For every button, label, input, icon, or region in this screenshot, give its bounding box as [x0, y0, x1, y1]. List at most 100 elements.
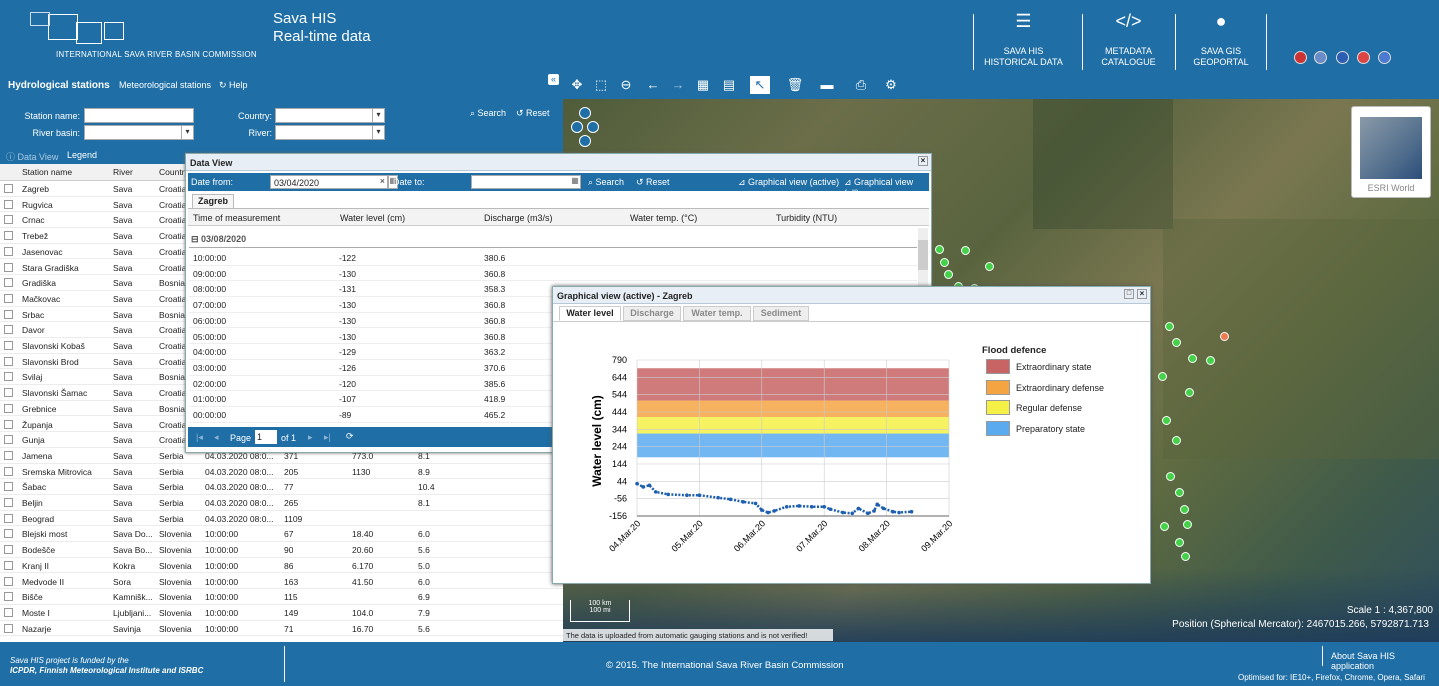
tab-water-temp[interactable]: Water temp.: [683, 306, 751, 321]
isrbc-logo[interactable]: INTERNATIONAL SAVA RIVER BASIN COMMISSIO…: [8, 8, 257, 64]
station-marker[interactable]: [985, 262, 994, 271]
data-row[interactable]: 09:00:00 -130 360.8: [189, 266, 917, 282]
flag-en-icon[interactable]: [1294, 51, 1307, 64]
row-checkbox[interactable]: [4, 278, 13, 288]
row-checkbox[interactable]: [4, 576, 13, 586]
column-header[interactable]: Station name: [22, 167, 73, 177]
station-marker[interactable]: [1172, 338, 1181, 347]
row-checkbox[interactable]: [4, 403, 13, 413]
help-link[interactable]: ↻ Help: [219, 80, 248, 90]
row-checkbox[interactable]: [4, 498, 13, 507]
station-marker[interactable]: [1172, 436, 1181, 445]
row-checkbox[interactable]: [4, 309, 13, 319]
country-select[interactable]: ▾: [275, 108, 385, 123]
about-link[interactable]: About Sava HIS application: [1331, 651, 1396, 671]
tab-zagreb[interactable]: Zagreb: [192, 194, 234, 208]
search-button[interactable]: ⌕ Search: [470, 108, 507, 118]
next-page-icon[interactable]: ▸: [308, 432, 313, 442]
select-arrow-icon[interactable]: ↖: [750, 76, 770, 94]
page-input[interactable]: 1: [255, 430, 277, 444]
row-checkbox[interactable]: [4, 560, 13, 570]
row-checkbox[interactable]: [4, 356, 13, 366]
station-row[interactable]: Bodešče Sava Bo... Slovenia 10:00:00 90 20.60…: [0, 542, 563, 558]
first-page-icon[interactable]: |◂: [196, 432, 203, 442]
row-checkbox[interactable]: [4, 246, 13, 256]
station-marker[interactable]: [1158, 372, 1167, 381]
row-checkbox[interactable]: [4, 435, 13, 445]
column-header[interactable]: Time of measurement: [193, 213, 281, 223]
row-checkbox[interactable]: [4, 513, 13, 523]
station-marker[interactable]: [1160, 522, 1169, 531]
tab-water-level[interactable]: Water level: [559, 306, 621, 321]
basemap-switcher[interactable]: ESRI World: [1351, 106, 1431, 198]
station-marker-alert[interactable]: [1220, 332, 1229, 341]
station-row[interactable]: Kranj II Kokra Slovenia 10:00:00 86 6.170 5.0: [0, 558, 563, 574]
tab-sediment[interactable]: Sediment: [753, 306, 809, 321]
row-checkbox[interactable]: [4, 466, 13, 476]
river-basin-select[interactable]: ▾: [84, 125, 194, 140]
station-row[interactable]: Bišče Kamnišk... Slovenia 10:00:00 115 6.9: [0, 589, 563, 605]
flag-rs-icon[interactable]: [1357, 51, 1370, 64]
column-header[interactable]: Water temp. (°C): [630, 213, 698, 223]
station-row[interactable]: Šabac Sava Serbia 04.03.2020 08:0... 77 10.4: [0, 479, 563, 495]
data-view-toggle[interactable]: ⓘ Data View: [6, 152, 59, 162]
back-arrow-icon[interactable]: ←: [646, 77, 660, 92]
calendar-icon[interactable]: ▦: [388, 175, 398, 189]
row-checkbox[interactable]: [4, 215, 13, 225]
last-page-icon[interactable]: ▸|: [324, 432, 331, 442]
column-header[interactable]: Water level (cm): [340, 213, 406, 223]
station-row[interactable]: Medvode II Sora Slovenia 10:00:00 163 41.50 6.…: [0, 574, 563, 590]
station-row[interactable]: Jamena Sava Serbia 04.03.2020 08:0... 371 773…: [0, 448, 563, 464]
dv-search-button[interactable]: ⌕ Search: [588, 177, 625, 187]
prev-page-icon[interactable]: ◂: [214, 432, 219, 442]
tab-meteorological-stations[interactable]: Meteorological stations: [119, 80, 212, 90]
row-checkbox[interactable]: [4, 372, 13, 382]
date-to-input[interactable]: ▦: [471, 175, 581, 189]
station-marker[interactable]: [1166, 472, 1175, 481]
flag-hr-icon[interactable]: [1336, 51, 1349, 64]
station-marker[interactable]: [935, 245, 944, 254]
row-checkbox[interactable]: [4, 419, 13, 429]
flag-ba-icon[interactable]: [1314, 51, 1327, 64]
row-checkbox[interactable]: [4, 388, 13, 398]
reset-button[interactable]: ↺ Reset: [516, 108, 550, 118]
station-marker[interactable]: [1180, 505, 1189, 514]
zoom-box-icon[interactable]: ⬚: [594, 77, 608, 92]
station-marker[interactable]: [1162, 416, 1171, 425]
row-checkbox[interactable]: [4, 545, 13, 555]
date-from-input[interactable]: 03/04/2020 ×: [270, 175, 388, 189]
zoom-out-icon[interactable]: ⊖: [620, 77, 632, 92]
settings-gear-icon[interactable]: ⚙: [885, 77, 897, 92]
row-checkbox[interactable]: [4, 325, 13, 335]
nav-metadata-catalogue[interactable]: </> METADATA CATALOGUE: [1082, 12, 1174, 70]
row-checkbox[interactable]: [4, 262, 13, 272]
station-row[interactable]: Sremska Mitrovica Sava Serbia 04.03.2020 08…: [0, 464, 563, 480]
legend-toggle[interactable]: Legend: [67, 150, 98, 160]
column-header[interactable]: River: [113, 167, 133, 177]
station-row[interactable]: Beograd Sava Serbia 04.03.2020 08:0... 1109: [0, 511, 563, 527]
tab-hydrological-stations[interactable]: Hydrological stations: [8, 80, 110, 91]
row-checkbox[interactable]: [4, 607, 13, 617]
station-marker[interactable]: [1188, 354, 1197, 363]
map-layers-icon[interactable]: ▦: [696, 77, 710, 92]
graphical-view-all-button[interactable]: ⊿ Graphical view (all): [844, 177, 914, 198]
tab-discharge[interactable]: Discharge: [623, 306, 681, 321]
group-header[interactable]: ⊟ 03/08/2020: [191, 234, 247, 244]
pan-icon[interactable]: ✥: [571, 77, 583, 92]
row-checkbox[interactable]: [4, 199, 13, 209]
row-checkbox[interactable]: [4, 450, 13, 460]
print-icon[interactable]: ⎙: [855, 77, 867, 92]
nav-sava-gis-geoportal[interactable]: ● SAVA GIS GEOPORTAL: [1175, 12, 1267, 70]
graphical-view-active-button[interactable]: ⊿ Graphical view (active): [738, 177, 840, 187]
column-header[interactable]: Discharge (m3/s): [484, 213, 553, 223]
station-row[interactable]: Moste I Ljubljani... Slovenia 10:00:00 149 10…: [0, 605, 563, 621]
row-checkbox[interactable]: [4, 482, 13, 492]
station-marker[interactable]: [944, 270, 953, 279]
station-marker[interactable]: [1175, 538, 1184, 547]
measure-icon[interactable]: ▬: [820, 77, 834, 92]
row-checkbox[interactable]: [4, 529, 13, 539]
station-row[interactable]: Nazarje Savinja Slovenia 10:00:00 71 16.70 5.6: [0, 621, 563, 637]
column-header[interactable]: Country: [159, 167, 189, 177]
grid-icon[interactable]: ▤: [722, 77, 736, 92]
station-marker[interactable]: [1185, 388, 1194, 397]
